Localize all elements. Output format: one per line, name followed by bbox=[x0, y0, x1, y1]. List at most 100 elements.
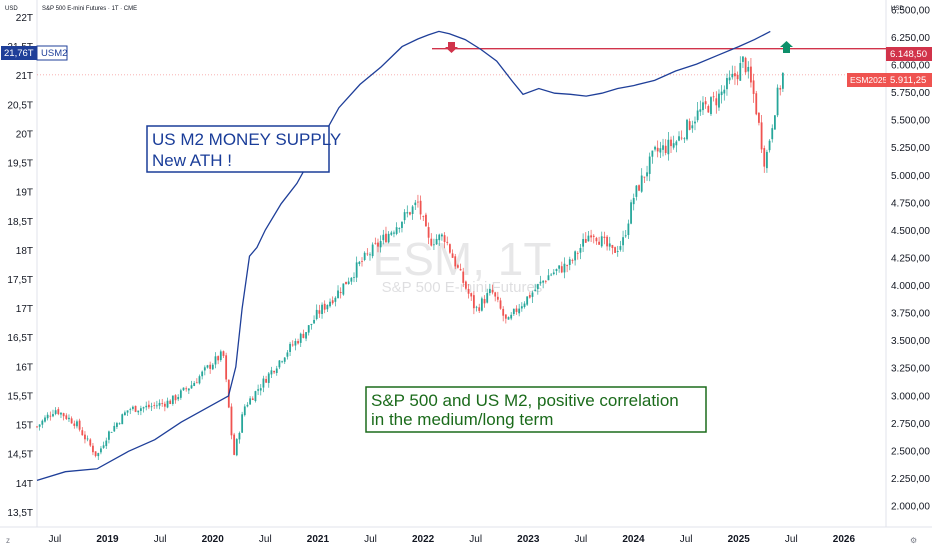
candle-body bbox=[46, 414, 49, 419]
candle-body bbox=[382, 234, 385, 241]
candle-body bbox=[374, 242, 377, 244]
candle-body bbox=[116, 423, 118, 427]
candle-body bbox=[371, 244, 374, 257]
candle-body bbox=[147, 404, 150, 408]
candle-body bbox=[736, 74, 739, 80]
left-tick-label: 21T bbox=[16, 71, 33, 82]
candle-body bbox=[592, 235, 595, 237]
settings-gear-icon[interactable]: ⚙ bbox=[910, 536, 917, 545]
candle-body bbox=[518, 308, 521, 314]
candle-body bbox=[723, 89, 726, 94]
right-tick-label: 5.500,00 bbox=[891, 116, 930, 127]
candle-body bbox=[310, 323, 313, 326]
candle-body bbox=[534, 289, 537, 291]
candle-body bbox=[510, 314, 513, 319]
chart-header-title: S&P 500 E-mini Futures · 1T · CME bbox=[42, 6, 137, 12]
right-tick-label: 4.250,00 bbox=[891, 253, 930, 264]
candle-body bbox=[190, 385, 193, 389]
candle-body bbox=[36, 426, 38, 428]
candle-body bbox=[755, 93, 758, 115]
candle-body bbox=[552, 272, 555, 275]
candle-body bbox=[441, 234, 443, 237]
candle-body bbox=[739, 63, 742, 81]
candle-body bbox=[299, 333, 302, 343]
es-value-text: 5.911,25 bbox=[890, 75, 926, 86]
candle-body bbox=[752, 80, 755, 94]
candle-body bbox=[704, 101, 707, 105]
time-tick-label: 2020 bbox=[202, 534, 225, 545]
candle-body bbox=[494, 292, 497, 297]
right-tick-label: 2.250,00 bbox=[891, 474, 930, 485]
right-tick-label: 2.750,00 bbox=[891, 419, 930, 430]
candle-body bbox=[89, 439, 92, 446]
candle-body bbox=[654, 146, 656, 150]
candle-body bbox=[153, 405, 156, 406]
candle-body bbox=[38, 424, 41, 427]
candle-body bbox=[600, 236, 603, 247]
candle-body bbox=[464, 281, 467, 289]
candle-body bbox=[395, 227, 398, 234]
m2-symbol-text: USM2 bbox=[41, 48, 67, 59]
candle-body bbox=[201, 371, 204, 377]
candle-body bbox=[457, 265, 459, 268]
candle-body bbox=[406, 212, 409, 214]
resistance-value-label: 6.148,50 bbox=[886, 47, 932, 61]
m2-annotation-line2: New ATH ! bbox=[152, 151, 232, 170]
candle-body bbox=[337, 290, 339, 299]
candle-body bbox=[664, 145, 667, 153]
candle-body bbox=[238, 432, 241, 440]
candle-body bbox=[694, 121, 696, 124]
candle-body bbox=[547, 275, 550, 281]
candle-body bbox=[584, 239, 587, 243]
candle-body bbox=[627, 223, 630, 236]
left-tick-label: 20,5T bbox=[7, 100, 33, 111]
candle-body bbox=[758, 112, 760, 123]
candle-body bbox=[544, 281, 547, 283]
left-tick-label: 16T bbox=[16, 362, 33, 373]
candle-body bbox=[68, 417, 70, 420]
resistance-value-text: 6.148,50 bbox=[890, 49, 927, 60]
candle-body bbox=[638, 185, 640, 191]
candle-body bbox=[249, 398, 252, 405]
right-tick-label: 3.750,00 bbox=[891, 309, 930, 320]
candle-body bbox=[76, 421, 78, 427]
candle-body bbox=[417, 201, 419, 203]
candle-body bbox=[126, 410, 129, 413]
candle-body bbox=[531, 292, 534, 297]
candle-body bbox=[60, 412, 62, 415]
timezone-icon[interactable]: z bbox=[6, 536, 10, 545]
candle-body bbox=[113, 425, 116, 432]
candle-body bbox=[387, 233, 390, 243]
left-tick-label: 16,5T bbox=[7, 333, 33, 344]
right-tick-label: 4.500,00 bbox=[891, 226, 930, 237]
candle-body bbox=[568, 259, 571, 265]
candle-body bbox=[273, 370, 275, 373]
candle-body bbox=[718, 93, 720, 108]
right-tick-label: 6.250,00 bbox=[891, 33, 930, 44]
candle-body bbox=[656, 147, 659, 152]
candle-body bbox=[44, 417, 46, 422]
candle-body bbox=[369, 254, 371, 256]
right-tick-label: 4.000,00 bbox=[891, 281, 930, 292]
candle-body bbox=[515, 308, 518, 312]
candle-body bbox=[470, 293, 473, 297]
candle-body bbox=[781, 73, 784, 89]
time-axis-ticks: Jul 2019 Jul 2020 Jul 2021 Jul 2022 Jul 2023 Jul 20… bbox=[48, 534, 855, 545]
candle-body bbox=[720, 91, 723, 96]
candle-body bbox=[779, 88, 782, 90]
candle-body bbox=[430, 238, 433, 246]
candle-body bbox=[286, 352, 289, 357]
candle-body bbox=[536, 284, 539, 290]
candle-body bbox=[414, 202, 417, 206]
candle-body bbox=[611, 245, 614, 249]
left-tick-label: 19T bbox=[16, 188, 33, 199]
candle-body bbox=[203, 367, 206, 371]
candle-body bbox=[166, 400, 169, 408]
candle-body bbox=[427, 227, 430, 238]
candle-body bbox=[361, 260, 363, 262]
candle-body bbox=[41, 420, 44, 425]
candle-body bbox=[323, 303, 326, 310]
candle-body bbox=[526, 296, 529, 305]
candle-body bbox=[155, 405, 158, 407]
